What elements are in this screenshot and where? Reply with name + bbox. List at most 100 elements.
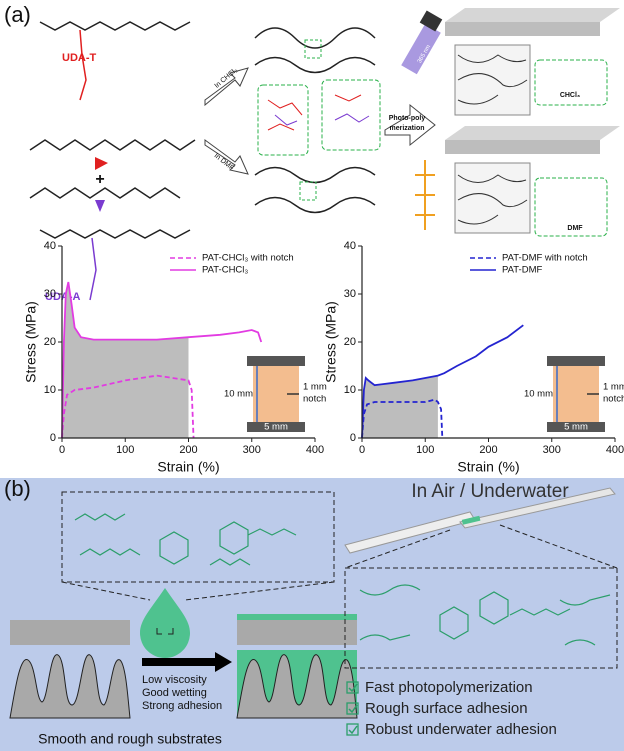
checkbox [346,681,359,694]
inset-label: 1 mm [303,382,327,393]
feature: Fast photopolymerization [365,679,533,696]
inset-label: 5 mm [564,422,588,433]
crosslinker [415,160,435,230]
chart: 0 100 200 300 400 0 10 20 30 40 Strain (%) Stress (… [323,240,624,475]
y-tick-label: 30 [344,288,356,300]
plate [459,487,616,529]
series-line [361,324,524,439]
droplet-mark [156,628,174,635]
x-tick-label: 200 [479,444,497,456]
callout-box [321,79,381,151]
checkbox [346,723,359,736]
molecule [334,94,362,102]
slab [445,140,600,154]
rough-substrate [9,654,131,719]
smooth-substrate [237,620,357,645]
molecule [74,513,297,566]
y-tick-label: 40 [344,240,356,252]
chain [29,139,196,151]
arrow [204,67,249,107]
chart: 0 100 200 300 400 0 10 20 30 40 Strain (%) Stress (… [23,240,327,475]
panel-label: (a) [4,2,31,27]
x-tick-label: 400 [606,444,624,456]
uda-t-label: UDA-T [62,52,96,64]
checkmark [348,725,358,735]
arrow [384,103,436,147]
molecule-box [344,567,618,669]
legend-label: PAT-DMF with notch [502,253,588,264]
x-tick-label: 0 [59,444,65,456]
network-label: DMF [567,225,583,232]
feature-list: Fast photopolymerization Rough surface ad… [346,679,557,738]
thymine-group [79,29,87,101]
uv-lamp-cap [419,10,443,32]
adhesive-joint [461,515,481,525]
x-tick-label: 100 [116,444,134,456]
adenine-group [89,237,97,301]
substrates-label: Smooth and rough substrates [38,731,222,747]
y-tick-label: 10 [344,384,356,396]
panel-label: (b) [4,476,31,501]
y-axis-label: Stress (MPa) [323,301,339,383]
inset-label: 10 mm [224,389,253,400]
y-tick-label: 30 [44,288,56,300]
property: Good wetting [142,687,207,699]
series-line [61,281,263,439]
panel-b: (b) In Air / Underwater Low viscosity Go… [0,476,624,751]
callout-box [257,84,309,156]
chain [39,21,191,31]
checkmark [348,704,358,714]
x-tick-label: 300 [243,444,261,456]
y-tick-label: 10 [44,384,56,396]
process-label: Photo-poly [389,115,426,122]
x-tick-label: 300 [543,444,561,456]
x-axis-label: Strain (%) [157,459,219,475]
molecule-box [61,491,335,583]
slab-top [445,126,620,140]
network [454,44,531,116]
panel-b-title: In Air / Underwater [411,481,569,502]
callout-box [304,39,322,59]
plus: + [95,171,104,188]
chain [29,187,181,199]
shaded-area [62,282,189,438]
x-tick-label: 0 [359,444,365,456]
slab [445,22,600,36]
callout-box [534,59,608,106]
inset-label: 5 mm [264,422,288,433]
x-tick-label: 400 [306,444,324,456]
y-tick-label: 0 [350,432,356,444]
checkmark [348,683,358,693]
feature: Rough surface adhesion [365,700,528,717]
smooth-substrate [10,620,130,645]
y-axis-label: Stress (MPa) [23,301,39,383]
inset-label: 1 mm [603,382,624,393]
legend-label: PAT-CHCl₃ [202,265,248,276]
network-chains [457,174,528,225]
shaded-area [362,375,438,438]
x-tick-label: 100 [416,444,434,456]
chains [254,27,376,214]
zoom-lines [344,524,618,569]
legend-label: PAT-DMF [502,265,542,276]
process-label: merization [389,125,424,132]
checkbox [346,702,359,715]
arrow [204,139,249,175]
rough-substrate [236,654,358,719]
clamp [247,422,305,432]
thymine-icon [95,157,108,170]
clamp [247,356,305,366]
series-line [361,398,444,439]
inset-label: 10 mm [524,389,553,400]
chain [39,229,191,239]
y-tick-label: 20 [44,336,56,348]
callout-box [534,177,608,237]
network-chains [457,54,528,105]
callout-box [299,181,317,201]
molecule [359,584,611,646]
coating [237,614,357,620]
legend-label: PAT-CHCl₃ with notch [202,253,294,264]
adenine-icon [95,200,105,212]
series-line [61,374,195,439]
clamp [547,422,605,432]
